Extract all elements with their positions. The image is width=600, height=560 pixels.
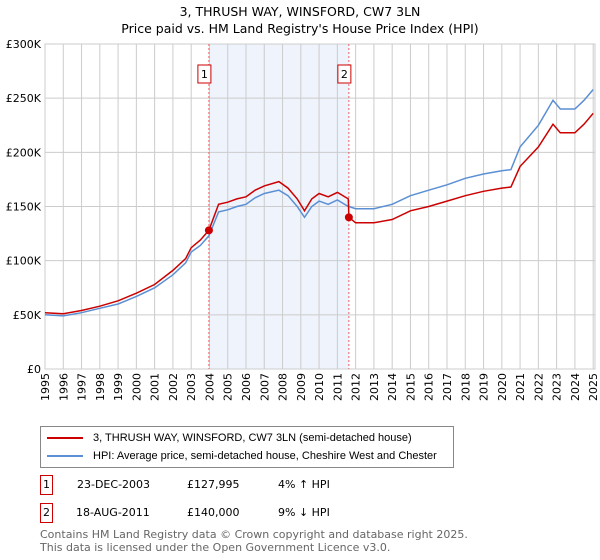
x-tick-label: 2016 bbox=[423, 373, 436, 401]
y-tick-label: £300K bbox=[6, 38, 42, 51]
x-tick-label: 2023 bbox=[551, 373, 564, 401]
x-tick-label: 2008 bbox=[277, 373, 290, 401]
x-tick-label: 2004 bbox=[203, 373, 216, 401]
x-tick-label: 2001 bbox=[149, 373, 162, 401]
property-price-line bbox=[44, 112, 594, 315]
hpi-line bbox=[44, 89, 594, 317]
sale-badge: 2 bbox=[40, 503, 53, 523]
x-tick-label: 1996 bbox=[57, 373, 70, 401]
sale-price: £127,995 bbox=[187, 478, 240, 491]
x-tick-label: 2018 bbox=[459, 373, 472, 401]
x-tick-label: 2012 bbox=[350, 373, 363, 401]
sale-date: 23-DEC-2003 bbox=[77, 478, 151, 491]
footer: Contains HM Land Registry data © Crown c… bbox=[40, 528, 468, 554]
x-tick-label: 2024 bbox=[569, 373, 582, 401]
x-tick-label: 2017 bbox=[441, 373, 454, 401]
sale-marker-box bbox=[337, 64, 352, 84]
x-tick-label: 1998 bbox=[94, 373, 107, 401]
legend: 3, THRUSH WAY, WINSFORD, CW7 3LN (semi-d… bbox=[40, 426, 454, 468]
legend-label-property: 3, THRUSH WAY, WINSFORD, CW7 3LN (semi-d… bbox=[93, 432, 412, 444]
x-tick-label: 2000 bbox=[130, 373, 143, 401]
x-tick-label: 2002 bbox=[167, 373, 180, 401]
legend-label-hpi: HPI: Average price, semi-detached house,… bbox=[93, 450, 437, 462]
plot-area: 1995 1996 1997 1998 1999 2000 2001 2002 2003 2004… bbox=[6, 38, 600, 401]
y-tick-label: £200K bbox=[6, 146, 42, 159]
sale-marker-label: 2 bbox=[341, 68, 348, 81]
footer-line1: Contains HM Land Registry data © Crown c… bbox=[40, 528, 468, 541]
x-tick-label: 2022 bbox=[532, 373, 545, 401]
footer-line2: This data is licensed under the Open Gov… bbox=[40, 541, 391, 554]
x-tick-label: 2003 bbox=[185, 373, 198, 401]
sale-hpi: 4% ↑ HPI bbox=[278, 478, 330, 491]
x-tick-label: 2009 bbox=[295, 373, 308, 401]
sale-price: £140,000 bbox=[187, 506, 240, 519]
y-tick-label: £100K bbox=[6, 255, 42, 268]
legend-red-line bbox=[47, 437, 83, 439]
sale-marker-label: 1 bbox=[201, 68, 208, 81]
x-tick-label: 2011 bbox=[331, 373, 344, 401]
sale-point bbox=[344, 213, 353, 222]
x-tick-label: 2014 bbox=[386, 373, 399, 401]
sale-marker-box bbox=[197, 64, 212, 84]
x-tick-label: 2015 bbox=[404, 373, 417, 401]
y-tick-label: £250K bbox=[6, 92, 42, 105]
x-tick-label: 2019 bbox=[478, 373, 491, 401]
x-tick-label: 2006 bbox=[240, 373, 253, 401]
plot-border bbox=[44, 43, 596, 370]
sale-date: 18-AUG-2011 bbox=[76, 506, 150, 519]
x-tick-label: 1997 bbox=[76, 373, 89, 401]
chart-title: 3, THRUSH WAY, WINSFORD, CW7 3LN bbox=[179, 4, 421, 19]
sale-point bbox=[204, 226, 213, 235]
x-tick-label: 2010 bbox=[313, 373, 326, 401]
x-tick-label: 2007 bbox=[258, 373, 271, 401]
x-tick-label: 2025 bbox=[587, 373, 600, 401]
x-tick-label: 2020 bbox=[496, 373, 509, 401]
y-tick-label: £50K bbox=[13, 309, 42, 322]
y-tick-label: £150K bbox=[6, 201, 42, 214]
x-tick-label: 2021 bbox=[514, 373, 527, 401]
legend-blue-line bbox=[47, 455, 83, 457]
sale-badge: 1 bbox=[40, 475, 53, 495]
chart-subtitle: Price paid vs. HM Land Registry's House … bbox=[121, 21, 479, 36]
x-tick-label: 1995 bbox=[39, 373, 52, 401]
sale-hpi: 9% ↓ HPI bbox=[278, 506, 330, 519]
sale-row: 2 18-AUG-2011 £140,000 9% ↓ HPI bbox=[40, 503, 440, 523]
x-tick-label: 2013 bbox=[368, 373, 381, 401]
x-tick-label: 2005 bbox=[222, 373, 235, 401]
sale-row: 1 23-DEC-2003 £127,995 4% ↑ HPI bbox=[40, 475, 440, 495]
y-tick-label: £0 bbox=[27, 363, 41, 376]
x-tick-label: 1999 bbox=[112, 373, 125, 401]
